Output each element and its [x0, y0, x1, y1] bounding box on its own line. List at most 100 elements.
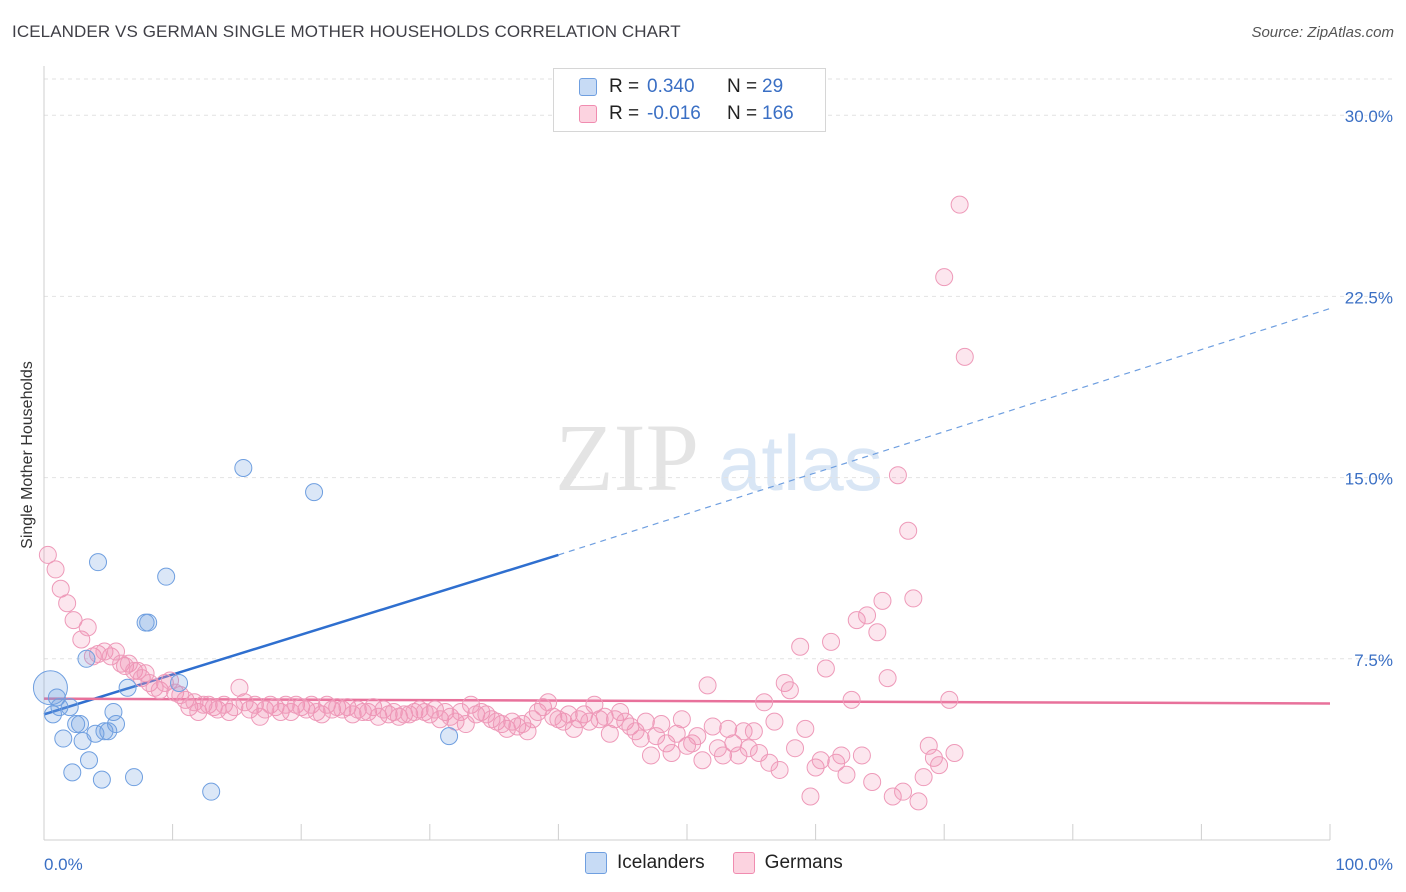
y-tick-label: 7.5% [1354, 651, 1393, 670]
german-point [307, 702, 326, 721]
german-point [287, 695, 306, 714]
legend-n-value: 29 [762, 76, 784, 97]
german-point [842, 690, 861, 709]
legend-label-germans: Germans [764, 852, 843, 873]
icelander-point [92, 770, 111, 789]
german-point [359, 702, 378, 721]
german-point [312, 705, 331, 724]
german-point [400, 705, 419, 724]
german-point [878, 669, 897, 688]
german-point [863, 773, 882, 792]
german-point [166, 683, 185, 702]
german-point [611, 702, 630, 721]
german-point [145, 678, 164, 697]
icelander-point [170, 673, 189, 692]
german-point [245, 695, 264, 714]
german-point [765, 712, 784, 731]
german-point [652, 715, 671, 734]
legend-swatch-germans [732, 852, 755, 874]
german-point [796, 719, 815, 738]
german-point [461, 695, 480, 714]
legend-r-value: -0.016 [647, 103, 701, 124]
german-point [647, 727, 666, 746]
legend-item-icelanders[interactable]: Icelanders [585, 852, 705, 874]
german-point [801, 787, 820, 806]
german-point [688, 727, 707, 746]
icelander-point [63, 763, 82, 782]
legend-label-icelanders: Icelanders [617, 852, 705, 873]
german-point [410, 700, 429, 719]
german-point [837, 765, 856, 784]
legend-item-germans[interactable]: Germans [732, 852, 843, 874]
german-point [539, 693, 558, 712]
chart-title: ICELANDER VS GERMAN SINGLE MOTHER HOUSEH… [12, 22, 681, 41]
german-point [945, 744, 964, 763]
german-point [487, 712, 506, 731]
trend-lines [43, 307, 1331, 716]
german-point [225, 698, 244, 717]
german-point [107, 642, 126, 661]
german-point [544, 707, 563, 726]
icelander-point [125, 768, 144, 787]
legend-n-label: N = [727, 76, 758, 97]
icelander-point [104, 702, 123, 721]
german-point [472, 702, 491, 721]
german-point [739, 739, 758, 758]
german-point [136, 664, 155, 683]
german-point [786, 739, 805, 758]
german-point [719, 719, 738, 738]
y-tick-label: 15.0% [1345, 470, 1393, 489]
german-point [441, 707, 460, 726]
german-point [714, 746, 733, 765]
icelander-point [107, 715, 126, 734]
legend-swatch-icelanders [579, 78, 597, 96]
german-point [930, 756, 949, 775]
german-point [667, 724, 686, 743]
german-point [744, 722, 763, 741]
german-point [760, 753, 779, 772]
german-point [909, 792, 928, 811]
source-label: Source: ZipAtlas.com [1251, 24, 1394, 41]
grid [44, 78, 1394, 660]
german-point [883, 787, 902, 806]
german-point [873, 591, 892, 610]
german-point [703, 717, 722, 736]
german-point [559, 705, 578, 724]
icelander-point [89, 553, 108, 572]
german-point [950, 195, 969, 214]
german-point [755, 693, 774, 712]
german-point [919, 736, 938, 755]
german-point [482, 710, 501, 729]
german-point [323, 700, 342, 719]
correlation-legend: R = 0.340 N = 29 R = -0.016 N = 166 [553, 68, 826, 132]
legend-swatch-icelanders [585, 852, 607, 874]
icelander-point [234, 458, 253, 477]
german-point [240, 700, 259, 719]
german-point [662, 744, 681, 763]
tick-labels: 7.5% 15.0% 22.5% 30.0% 0.0% 100.0% [44, 107, 1393, 874]
german-point [518, 722, 537, 741]
legend-row-germans: R = -0.016 N = 166 [554, 100, 794, 128]
icelander-point [99, 722, 118, 741]
x-tick-label: 100.0% [1335, 855, 1393, 874]
german-point [935, 268, 954, 287]
german-point [420, 705, 439, 724]
german-point [328, 698, 347, 717]
icelander-point [139, 613, 158, 632]
german-point [868, 623, 887, 642]
legend-n-label: N = [727, 103, 758, 124]
icelander-point [118, 678, 137, 697]
icelander-point [202, 782, 221, 801]
icelander-point [32, 670, 68, 706]
german-point [904, 589, 923, 608]
german-point [78, 618, 97, 637]
german-point [811, 751, 830, 770]
german-point [852, 746, 871, 765]
german-trend-line [43, 697, 1331, 705]
german-point [549, 710, 568, 729]
german-point [780, 681, 799, 700]
german-point [847, 611, 866, 630]
german-point [791, 637, 810, 656]
legend-row-icelanders: R = 0.340 N = 29 [554, 73, 783, 101]
